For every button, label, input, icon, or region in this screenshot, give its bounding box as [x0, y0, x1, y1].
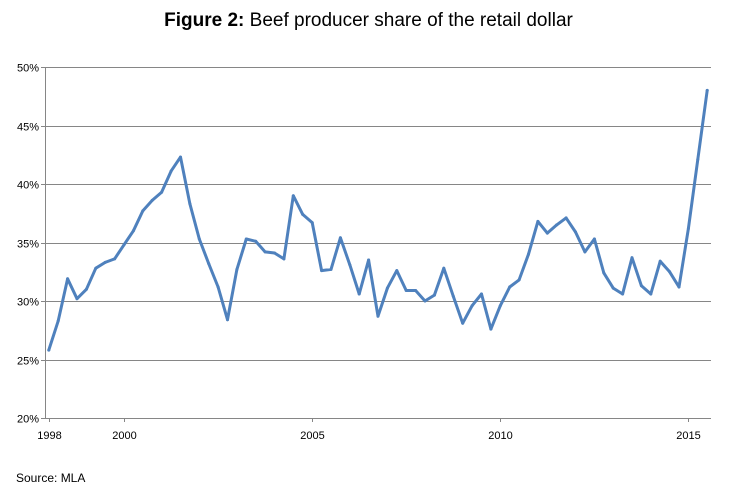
data-point-54: [555, 223, 559, 227]
data-point-10: [141, 209, 145, 213]
data-point-68: [686, 227, 690, 230]
data-point-56: [574, 230, 577, 234]
data-point-61: [621, 292, 625, 296]
y-tick-label-5: 45%: [17, 122, 39, 134]
data-point-66: [668, 270, 672, 274]
data-point-14: [179, 155, 182, 159]
data-point-17: [207, 262, 211, 266]
data-point-28: [310, 221, 314, 225]
y-tick-label-0: 20%: [17, 414, 39, 426]
data-point-31: [338, 236, 342, 240]
gridlines: [45, 67, 711, 361]
data-point-60: [611, 286, 615, 290]
y-tick-label-1: 25%: [17, 356, 39, 368]
data-point-20: [235, 267, 239, 271]
data-point-70: [705, 88, 709, 92]
x-tick-label-3: 2010: [488, 430, 512, 442]
data-point-41: [432, 293, 436, 297]
data-point-21: [244, 237, 248, 241]
data-point-2: [66, 277, 70, 281]
axes: [45, 67, 711, 419]
data-point-48: [498, 304, 502, 308]
x-tick-label-0: 1998: [37, 430, 61, 442]
data-point-38: [404, 289, 408, 292]
data-point-5: [94, 266, 98, 270]
data-point-12: [160, 190, 164, 194]
data-point-53: [545, 231, 549, 235]
data-point-34: [367, 258, 371, 262]
series-line: [47, 88, 709, 352]
source-note: Source: MLA: [16, 471, 86, 485]
data-point-30: [329, 267, 333, 271]
data-point-32: [348, 263, 352, 267]
chart-title: Figure 2: Beef producer share of the ret…: [0, 10, 737, 32]
data-point-24: [273, 251, 276, 255]
data-point-29: [320, 269, 324, 273]
data-point-65: [658, 259, 662, 263]
data-point-6: [103, 260, 107, 264]
data-point-43: [451, 294, 455, 298]
data-point-49: [508, 285, 512, 289]
data-point-27: [301, 212, 305, 216]
data-point-42: [442, 266, 446, 270]
data-point-9: [131, 229, 135, 233]
data-point-13: [169, 169, 173, 173]
x-tick-label-4: 2015: [676, 430, 700, 442]
data-point-35: [376, 314, 380, 318]
data-point-33: [357, 292, 361, 296]
data-point-26: [291, 194, 295, 198]
chart-title-bold: Figure 2:: [164, 10, 245, 31]
data-point-51: [527, 252, 530, 256]
y-axis-ticks: 20% 25% 30% 35% 40% 45% 50%: [17, 63, 45, 426]
data-point-69: [696, 157, 700, 161]
data-point-52: [536, 219, 540, 223]
data-point-37: [395, 269, 399, 273]
x-tick-label-1: 2000: [112, 430, 136, 442]
data-point-1: [56, 319, 60, 323]
data-point-15: [188, 202, 192, 206]
data-point-59: [602, 271, 606, 275]
y-tick-label-4: 40%: [17, 180, 39, 192]
y-tick-label-3: 35%: [17, 239, 39, 251]
data-point-22: [254, 239, 258, 243]
data-point-25: [282, 257, 286, 261]
data-point-62: [630, 256, 634, 260]
data-point-47: [489, 327, 493, 331]
data-point-3: [75, 297, 79, 301]
y-tick-label-6: 50%: [17, 63, 39, 75]
y-tick-label-2: 30%: [17, 297, 39, 309]
data-point-19: [226, 318, 229, 322]
data-point-55: [564, 216, 568, 220]
data-point-67: [677, 285, 681, 289]
data-point-18: [216, 285, 220, 289]
data-points: [47, 88, 709, 352]
data-point-11: [150, 198, 154, 202]
data-point-16: [197, 237, 201, 241]
data-point-40: [423, 299, 427, 303]
data-point-8: [122, 243, 126, 247]
data-point-23: [263, 250, 267, 254]
x-axis-ticks: 1998 2000 2005 2010 2015: [37, 418, 701, 442]
data-point-64: [649, 292, 653, 296]
data-point-58: [592, 237, 596, 241]
data-point-46: [480, 292, 483, 296]
data-point-36: [385, 286, 389, 290]
data-point-57: [583, 250, 587, 254]
data-point-63: [639, 284, 643, 288]
data-point-44: [461, 321, 465, 325]
x-tick-label-2: 2005: [300, 430, 324, 442]
data-point-50: [517, 278, 521, 282]
data-point-45: [470, 304, 474, 308]
data-point-39: [414, 289, 418, 292]
data-point-7: [113, 257, 117, 261]
chart-title-rest: Beef producer share of the retail dollar: [244, 10, 573, 31]
data-point-0: [47, 348, 51, 352]
data-point-4: [84, 287, 88, 291]
